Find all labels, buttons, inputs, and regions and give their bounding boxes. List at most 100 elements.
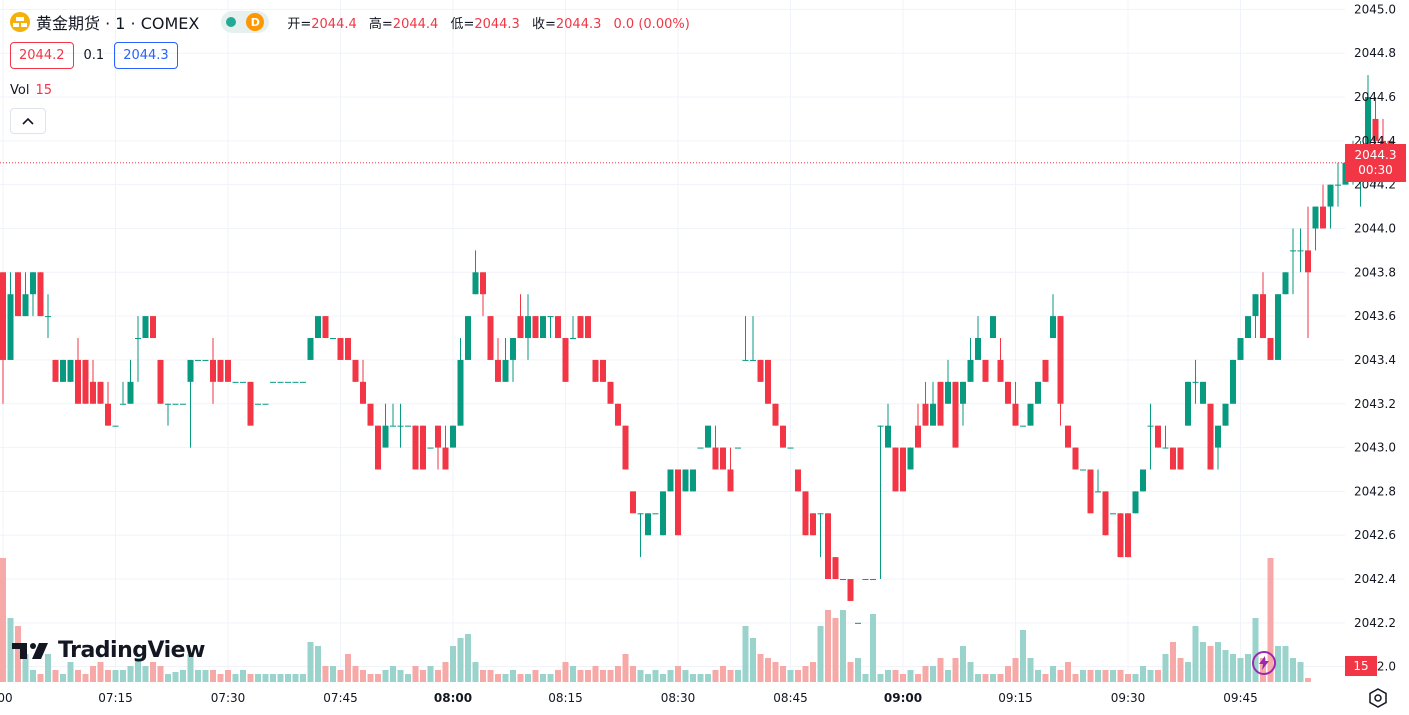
candle — [675, 469, 681, 536]
delayed-data-badge[interactable]: D — [246, 13, 265, 31]
candle — [1095, 469, 1101, 493]
candle — [900, 447, 906, 492]
close-label: 收= — [531, 16, 556, 32]
candle — [1275, 294, 1281, 360]
volume-bar — [150, 662, 156, 682]
volume-bar — [1230, 654, 1236, 682]
volume-bar — [810, 662, 816, 682]
candle — [127, 359, 134, 404]
volume-legend[interactable]: Vol 15 — [10, 83, 52, 98]
volume-bar — [585, 670, 591, 682]
candle — [322, 316, 329, 339]
candle — [1012, 381, 1019, 426]
candle — [555, 316, 561, 339]
volume-bar — [787, 670, 794, 682]
candle — [502, 338, 509, 382]
volume-bar — [862, 674, 869, 682]
candle — [1035, 381, 1041, 404]
volume-bar — [142, 666, 149, 682]
candle — [1072, 447, 1079, 470]
candle — [622, 425, 629, 470]
price-axis[interactable]: 2045.02044.82044.62044.42044.22044.02043… — [1354, 2, 1396, 673]
x-tick-label: 08:15 — [548, 691, 583, 705]
x-tick-label: 08:30 — [661, 691, 696, 705]
volume-bar — [712, 670, 719, 682]
candle — [982, 359, 989, 382]
settings-icon[interactable] — [1368, 688, 1388, 708]
volume-bar — [465, 634, 471, 682]
candle — [30, 272, 36, 317]
volume-bar — [1110, 670, 1116, 682]
candle — [37, 272, 44, 317]
lightning-icon[interactable] — [1252, 651, 1276, 675]
volume-bar — [562, 662, 569, 682]
volume-bar — [52, 670, 59, 682]
volume-bar — [780, 666, 786, 682]
y-tick-label: 2043.6 — [1354, 309, 1396, 323]
candle — [45, 294, 51, 339]
y-tick-label: 2042.6 — [1354, 528, 1396, 542]
candle — [1230, 359, 1236, 404]
candle — [202, 359, 209, 361]
volume-bar — [930, 666, 936, 682]
volume-bar — [540, 674, 546, 682]
symbol-title[interactable]: 黄金期货 · 1 · COMEX — [36, 14, 200, 33]
candle — [427, 447, 434, 449]
candle — [1200, 381, 1206, 404]
volume-bar — [982, 674, 989, 682]
candle — [15, 272, 21, 317]
volume-bar — [952, 658, 959, 682]
candle — [810, 513, 816, 536]
candle — [915, 403, 921, 448]
volume-bar — [1192, 626, 1199, 682]
volume-bar — [202, 670, 209, 682]
low-value: 2044.3 — [474, 16, 520, 32]
buy-button[interactable]: 2044.3 — [114, 42, 178, 69]
volume-bar — [1117, 670, 1124, 682]
volume-bar — [915, 674, 921, 682]
candle — [450, 425, 456, 448]
tradingview-logo[interactable]: TradingView — [12, 638, 205, 663]
volume-bar — [1297, 662, 1304, 682]
volume-bar — [1147, 670, 1154, 682]
time-axis[interactable]: :00 07:15 07:30 07:45 08:00 08:15 08:30 08:45 09… — [0, 691, 1258, 705]
candle — [660, 491, 666, 536]
candle — [345, 338, 351, 360]
market-status-pill[interactable]: D — [221, 11, 270, 33]
candle — [67, 359, 74, 382]
volume-bar — [435, 670, 441, 682]
candle — [187, 359, 194, 448]
volume-bar — [975, 674, 981, 682]
volume-bar — [187, 654, 194, 682]
volume-bar — [615, 666, 621, 682]
volume-bar — [30, 670, 36, 682]
volume-bar — [382, 670, 389, 682]
volume-bar — [1170, 642, 1176, 682]
candle — [712, 425, 719, 470]
y-tick-label: 2044.8 — [1354, 46, 1396, 60]
candle — [375, 425, 381, 470]
candle — [165, 403, 171, 426]
volume-bar — [742, 626, 749, 682]
bar-countdown: 00:30 — [1358, 163, 1393, 177]
candle — [82, 359, 89, 404]
sell-button[interactable]: 2044.2 — [10, 42, 74, 69]
volume-bar — [502, 674, 509, 682]
volume-bar — [210, 670, 216, 682]
gold-bars-icon[interactable] — [10, 12, 30, 32]
volume-bar — [1237, 658, 1244, 682]
y-tick-label: 2042.4 — [1354, 572, 1396, 586]
volume-bar — [892, 670, 899, 682]
candle — [112, 425, 119, 427]
candle — [142, 316, 149, 339]
collapse-legend-button[interactable] — [10, 108, 46, 134]
volume-bar — [165, 674, 171, 682]
candle — [262, 403, 269, 405]
grid-lines — [0, 0, 1345, 682]
candle — [697, 447, 704, 449]
candle — [105, 381, 111, 426]
candle — [652, 513, 659, 515]
candle — [1080, 469, 1086, 471]
volume-bar — [420, 670, 426, 682]
